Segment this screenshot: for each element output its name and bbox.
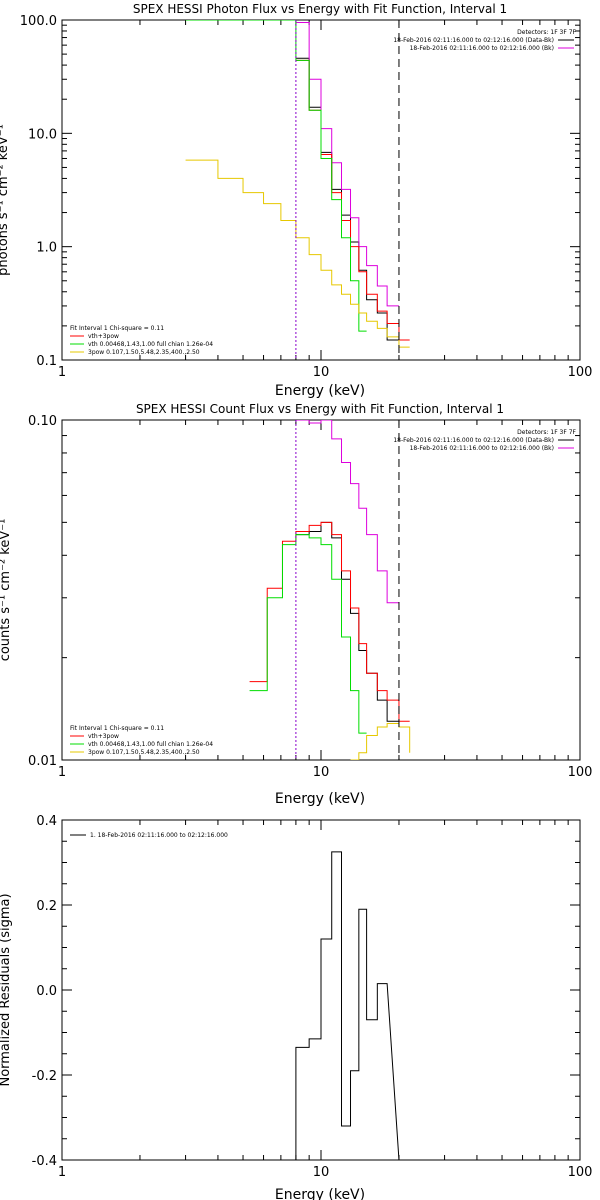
resid-x-tick-label: 1	[58, 1165, 66, 1180]
photon-fit-legend-entry: 3pow 0.107,1.50,5.48,2.35,400.,2.50	[88, 349, 200, 356]
count-series-vth-3pow	[249, 521, 410, 722]
count-y-tick-label: 0.01	[28, 754, 57, 769]
photon-y-tick-label: 10.0	[28, 127, 57, 142]
photon-chart-title: SPEX HESSI Photon Flux vs Energy with Fi…	[133, 2, 507, 16]
photon-x-tick-label: 100	[568, 365, 593, 380]
photon-series-vth-3pow	[295, 59, 410, 341]
count-y-tick-label: 0.10	[28, 414, 57, 429]
photon-plot-area: 1 10 100 0.1 1.0 10.0 100.0 Detectors: 1F 3F 7F…	[20, 14, 593, 380]
count-series-bk	[295, 420, 399, 604]
resid-y-tick-label: 0.0	[36, 984, 57, 999]
count-fit-legend-entry: vth+3pow	[88, 733, 119, 740]
resid-x-tick-label: 100	[568, 1165, 593, 1180]
photon-y-tick-label: 0.1	[36, 354, 57, 369]
photon-y-tick-label: 1.0	[36, 241, 57, 256]
photon-fit-legend-header: Fit Interval 1 Chi-square = 0.11	[70, 325, 164, 332]
count-fit-legend-entry: 3pow 0.107,1.50,5.48,2.35,400.,2.50	[88, 749, 200, 756]
resid-legend-entry: 1. 18-Feb-2016 02:11:16.000 to 02:12:16.…	[90, 832, 228, 839]
count-x-tick-label: 100	[568, 765, 593, 780]
count-series-vth	[249, 534, 367, 734]
resid-y-tick-label: -0.2	[32, 1069, 57, 1084]
photon-series-vth	[185, 20, 367, 332]
photon-legend-header: Detectors: 1F 3F 7F	[517, 29, 576, 36]
photon-series-3pow	[185, 159, 410, 348]
count-legend-entry: 18-Feb-2016 02:11:16.000 to 02:12:16.000…	[410, 445, 554, 452]
count-chart-title: SPEX HESSI Count Flux vs Energy with Fit…	[136, 402, 504, 416]
resid-series-1-18-feb-2016-02-11-16-000-to-02-12-16-000	[295, 851, 400, 1160]
residuals-y-axis-label: Normalized Residuals (sigma)	[0, 893, 13, 1086]
photon-y-axis-label: photons s⁻¹ cm⁻² keV⁻¹	[0, 124, 11, 276]
count-flux-panel: SPEX HESSI Count Flux vs Energy with Fit…	[0, 402, 592, 807]
residuals-plot-area: 1 10 100 -0.4 -0.2 0.0 0.2 0.4 1. 18-Feb-2016 02…	[32, 814, 593, 1180]
resid-y-tick-label: 0.4	[36, 814, 57, 829]
count-legend-entry: 18-Feb-2016 02:11:16.000 to 02:12:16.000…	[393, 437, 554, 444]
count-x-tick-label: 1	[58, 765, 66, 780]
photon-y-tick-label: 100.0	[20, 14, 57, 29]
residuals-panel: Normalized Residuals (sigma) Energy (keV…	[0, 814, 592, 1200]
count-y-axis-label: counts s⁻¹ cm⁻² keV⁻¹	[0, 519, 13, 662]
photon-legend-entry: 18-Feb-2016 02:11:16.000 to 02:12:16.000…	[393, 37, 554, 44]
photon-series-bk	[295, 22, 399, 307]
photon-axes-frame	[61, 19, 581, 361]
photon-fit-legend-entry: vth+3pow	[88, 333, 119, 340]
resid-x-tick-label: 10	[313, 1165, 330, 1180]
count-legend-header: Detectors: 1F 3F 7F	[517, 429, 576, 436]
photon-fit-legend-entry: vth 0.00468,1.43,1.00 full chian 1.26e-0…	[88, 341, 213, 348]
photon-x-axis-label: Energy (keV)	[275, 383, 365, 399]
count-x-axis-label: Energy (keV)	[275, 791, 365, 807]
count-series-data-bk	[295, 521, 399, 722]
resid-y-tick-label: 0.2	[36, 899, 57, 914]
photon-legend-entry: 18-Feb-2016 02:11:16.000 to 02:12:16.000…	[410, 45, 554, 52]
count-fit-legend-entry: vth 0.00468,1.43,1.00 full chian 1.26e-0…	[88, 741, 213, 748]
photon-x-tick-label: 10	[313, 365, 330, 380]
count-axes-frame	[61, 419, 581, 761]
count-series-3pow	[350, 723, 411, 760]
photon-series-data-bk	[295, 57, 399, 341]
residuals-x-axis-label: Energy (keV)	[275, 1187, 365, 1200]
count-fit-legend-header: Fit Interval 1 Chi-square = 0.11	[70, 725, 164, 732]
photon-flux-panel: SPEX HESSI Photon Flux vs Energy with Fi…	[0, 2, 592, 399]
count-x-tick-label: 10	[313, 765, 330, 780]
resid-y-tick-label: -0.4	[32, 1154, 57, 1169]
photon-x-tick-label: 1	[58, 365, 66, 380]
